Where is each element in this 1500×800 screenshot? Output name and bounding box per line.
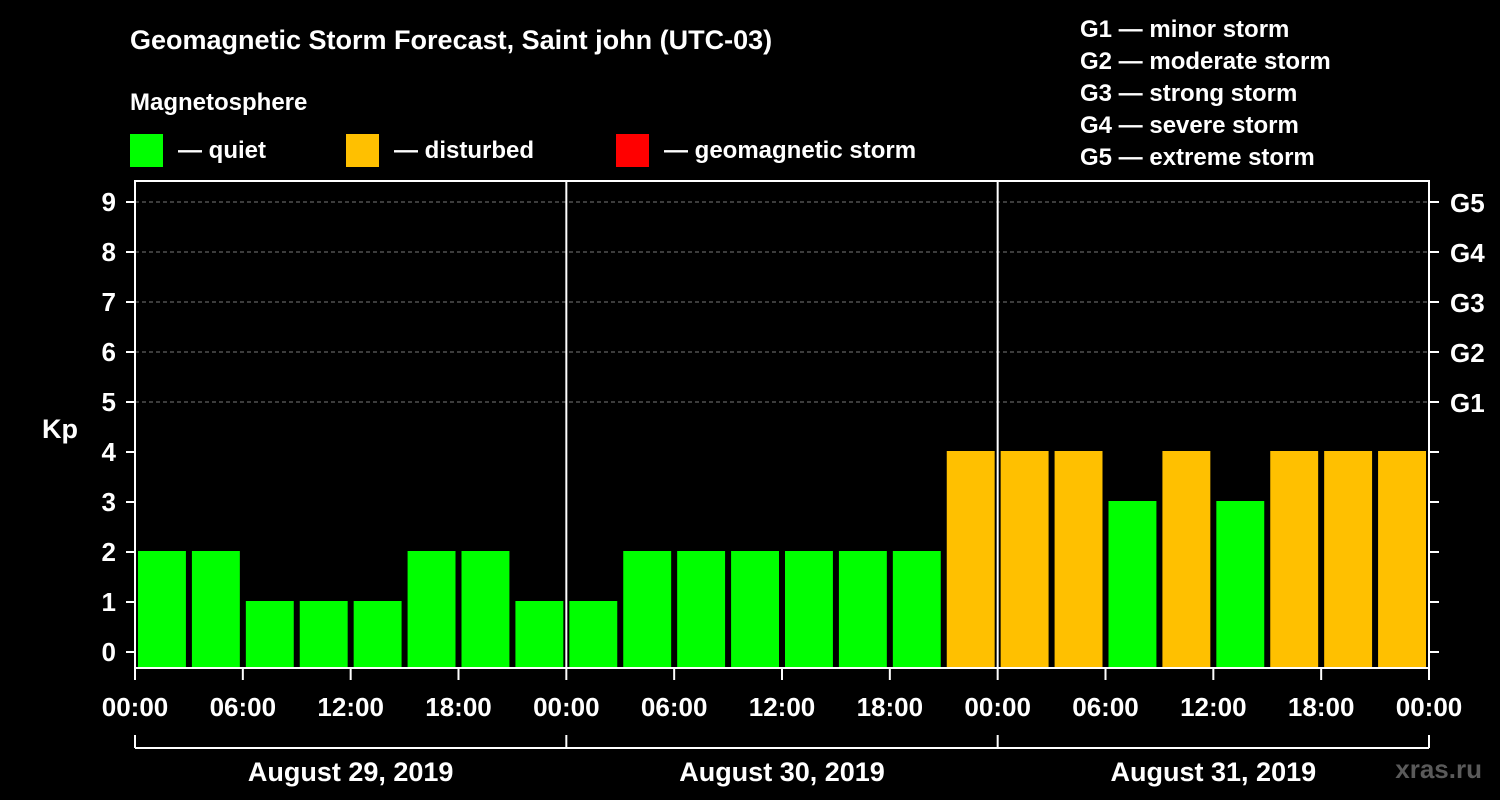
x-tick-label: 12:00 (1180, 692, 1247, 722)
grid-lines (135, 201, 1429, 403)
y-tick-label: 1 (102, 587, 116, 617)
kp-bar (623, 551, 672, 668)
storm-level-axis: G1 G2 G3 G4 G5 (1429, 188, 1485, 653)
storm-scale-g2: G2 — moderate storm (1080, 48, 1331, 75)
y-tick-label: 3 (102, 487, 116, 517)
y-tick-label: 6 (102, 337, 116, 367)
kp-bar (191, 551, 240, 668)
x-tick-label: 06:00 (210, 692, 277, 722)
storm-level-label: G2 (1450, 338, 1485, 368)
x-tick-label: 18:00 (1288, 692, 1355, 722)
watermark: xras.ru (1395, 754, 1482, 784)
kp-bar (1378, 451, 1426, 668)
day-label: August 30, 2019 (679, 757, 885, 787)
kp-bar (1324, 451, 1373, 668)
chart-title: Geomagnetic Storm Forecast, Saint john (… (130, 25, 772, 55)
kp-bar (1000, 451, 1049, 668)
legend-swatch-disturbed (346, 134, 379, 167)
x-tick-label: 00:00 (533, 692, 600, 722)
x-tick-label: 00:00 (102, 692, 169, 722)
kp-bar (515, 601, 564, 668)
kp-bar (731, 551, 779, 668)
y-axis: 0 1 2 3 4 5 6 7 8 9 (102, 187, 135, 667)
kp-bar (892, 551, 941, 668)
x-tick-label: 06:00 (641, 692, 708, 722)
kp-bar (569, 601, 618, 668)
x-tick-label: 12:00 (317, 692, 384, 722)
legend-swatch-quiet (130, 134, 163, 167)
legend-label-storm: — geomagnetic storm (664, 137, 916, 164)
legend-swatch-storm (616, 134, 649, 167)
kp-bar (1216, 501, 1265, 668)
day-label: August 29, 2019 (248, 757, 454, 787)
legend-label-quiet: — quiet (178, 137, 266, 164)
kp-bar (838, 551, 887, 668)
y-tick-label: 4 (102, 437, 117, 467)
kp-bar (677, 551, 726, 668)
kp-bar (1162, 451, 1211, 668)
kp-bar (1270, 451, 1319, 668)
kp-bar (245, 601, 294, 668)
x-tick-label: 00:00 (1396, 692, 1463, 722)
legend-heading: Magnetosphere (130, 89, 307, 116)
y-tick-label: 7 (102, 287, 116, 317)
y-tick-label: 2 (102, 537, 116, 567)
x-tick-label: 18:00 (425, 692, 492, 722)
storm-scale-g5: G5 — extreme storm (1080, 144, 1315, 171)
kp-bar (407, 551, 456, 668)
x-tick-label: 12:00 (749, 692, 816, 722)
storm-level-label: G1 (1450, 388, 1485, 418)
kp-bar (1054, 451, 1103, 668)
x-tick-label: 06:00 (1072, 692, 1139, 722)
storm-scale-g4: G4 — severe storm (1080, 112, 1299, 139)
kp-bar (299, 601, 348, 668)
day-label: August 31, 2019 (1111, 757, 1317, 787)
day-axis: August 29, 2019 August 30, 2019 August 31,… (134, 735, 1430, 787)
x-axis: 00:00 06:00 12:00 18:00 00:00 06:00 12:00 18:00… (102, 668, 1463, 722)
storm-level-label: G3 (1450, 288, 1485, 318)
y-tick-label: 5 (102, 387, 116, 417)
bar-series (138, 451, 1426, 668)
kp-bar (946, 451, 995, 668)
legend-label-disturbed: — disturbed (394, 137, 534, 164)
y-axis-label: Kp (42, 414, 78, 444)
y-tick-label: 0 (102, 637, 116, 667)
kp-bar (1108, 501, 1157, 668)
storm-level-label: G5 (1450, 188, 1485, 218)
x-tick-label: 00:00 (964, 692, 1031, 722)
storm-scale-g3: G3 — strong storm (1080, 80, 1297, 107)
x-tick-label: 18:00 (857, 692, 924, 722)
kp-bar (353, 601, 402, 668)
y-tick-label: 9 (102, 187, 116, 217)
kp-bar (138, 551, 186, 668)
storm-level-label: G4 (1450, 238, 1485, 268)
storm-scale-g1: G1 — minor storm (1080, 16, 1289, 43)
kp-bar (461, 551, 510, 668)
kp-bar (785, 551, 833, 668)
y-tick-label: 8 (102, 237, 116, 267)
